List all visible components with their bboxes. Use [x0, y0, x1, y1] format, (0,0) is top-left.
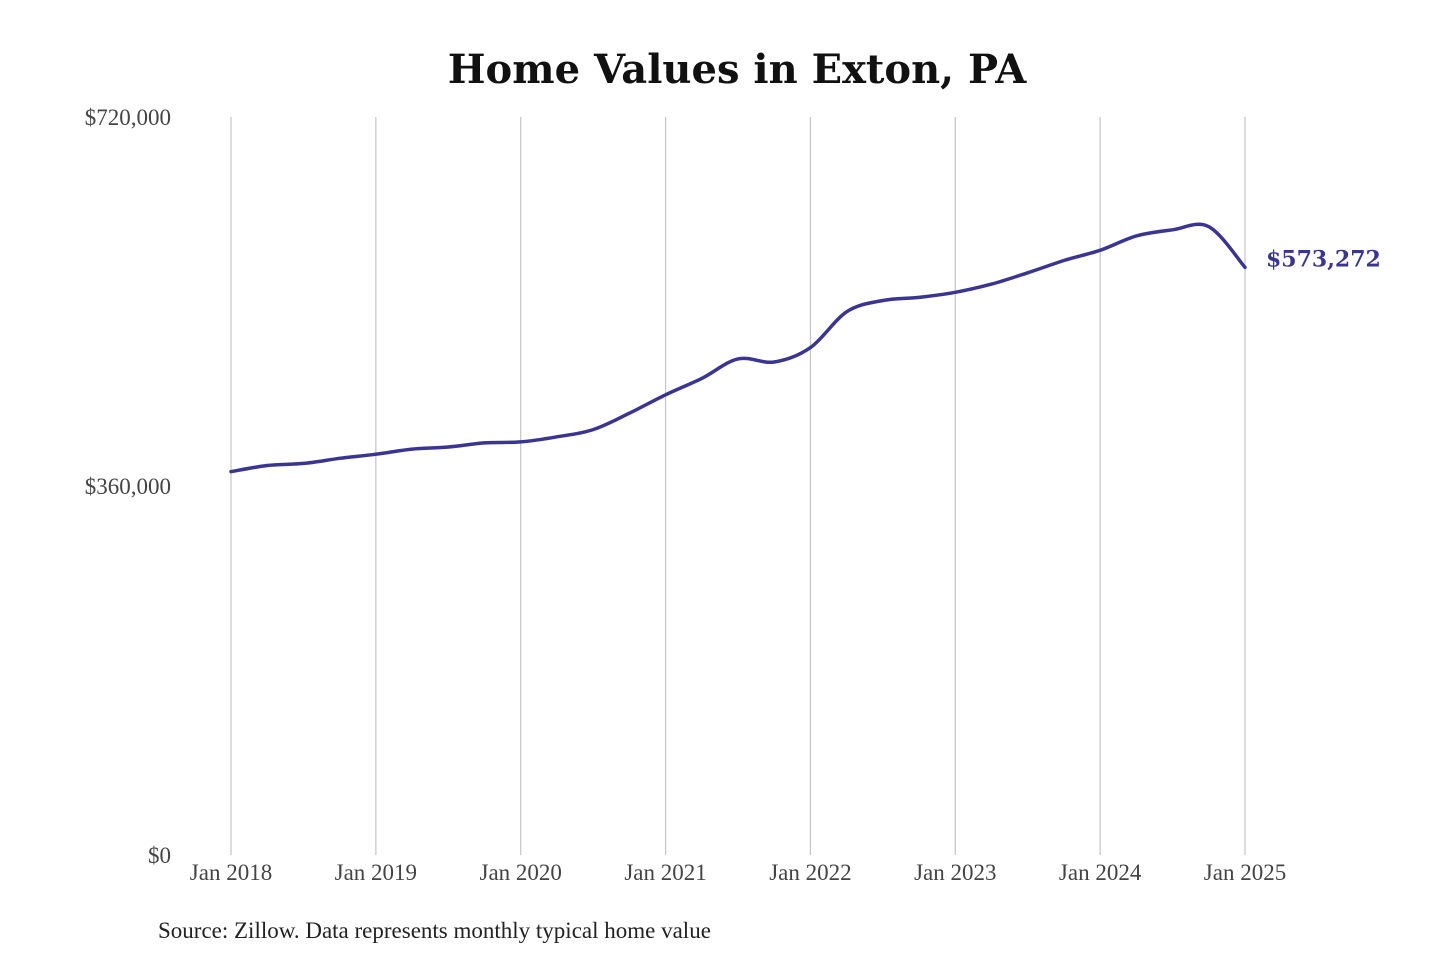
- end-value-label: $573,272: [1266, 246, 1381, 272]
- chart-title: Home Values in Exton, PA: [448, 46, 1027, 93]
- x-tick-label: Jan 2025: [1204, 860, 1286, 885]
- x-tick-label: Jan 2019: [335, 860, 417, 885]
- x-tick-label: Jan 2021: [624, 860, 706, 885]
- x-tick-label: Jan 2018: [190, 860, 272, 885]
- source-note: Source: Zillow. Data represents monthly …: [158, 918, 711, 943]
- y-tick-label: $360,000: [85, 474, 171, 499]
- x-tick-label: Jan 2024: [1059, 860, 1142, 885]
- x-axis-ticks: Jan 2018 Jan 2019 Jan 2020 Jan 2021 Jan 2022…: [190, 860, 1286, 885]
- series-line: [229, 222, 1247, 474]
- y-tick-label: $720,000: [85, 105, 171, 130]
- x-tick-label: Jan 2020: [480, 860, 562, 885]
- gridlines: [230, 117, 1246, 855]
- y-tick-label: $0: [148, 843, 171, 868]
- x-tick-label: Jan 2023: [914, 860, 996, 885]
- y-axis-ticks: $0 $360,000 $720,000: [85, 105, 171, 868]
- x-tick-label: Jan 2022: [769, 860, 851, 885]
